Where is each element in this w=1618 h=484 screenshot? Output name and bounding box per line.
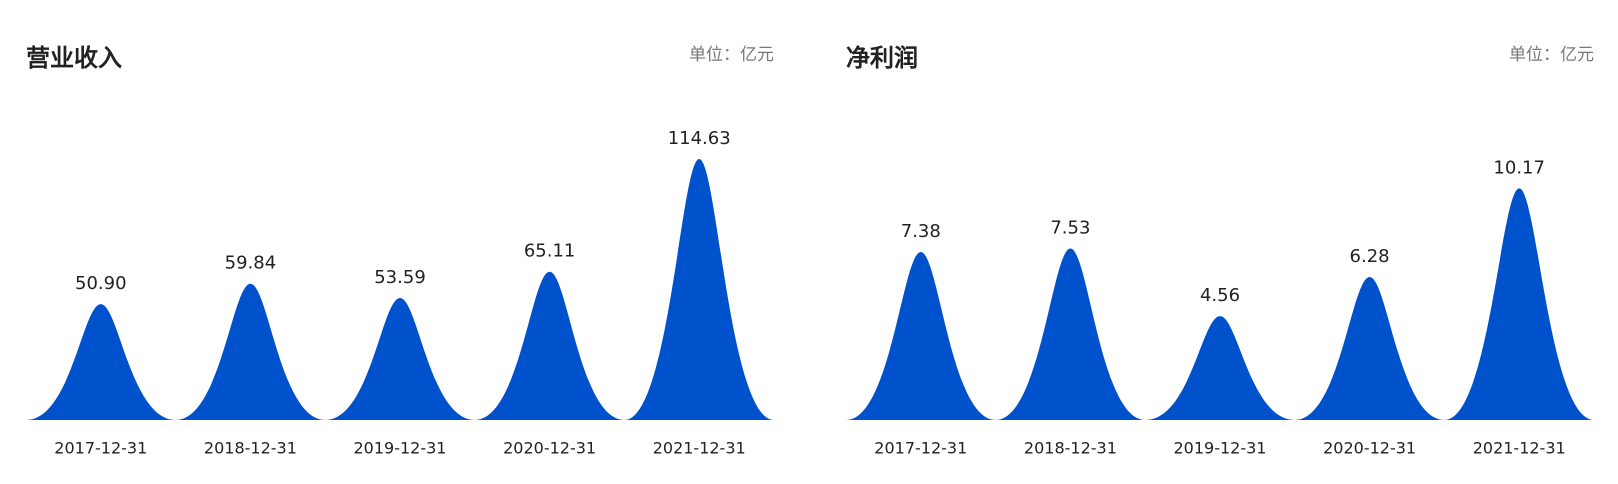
spike-bar bbox=[1294, 277, 1445, 420]
value-label: 10.17 bbox=[1493, 157, 1545, 178]
value-label: 114.63 bbox=[668, 128, 731, 149]
x-tick-label: 2018-12-31 bbox=[204, 439, 297, 458]
spike-bar bbox=[1145, 316, 1295, 420]
value-label: 7.53 bbox=[1050, 218, 1090, 239]
value-label: 7.38 bbox=[901, 221, 941, 242]
value-label: 53.59 bbox=[374, 267, 426, 288]
x-tick-label: 2019-12-31 bbox=[1174, 439, 1267, 458]
x-tick-label: 2020-12-31 bbox=[1323, 439, 1416, 458]
unit-label: 单位：亿元 bbox=[1509, 45, 1594, 65]
value-label: 65.11 bbox=[524, 241, 576, 262]
spike-bar bbox=[325, 297, 475, 420]
spike-bar bbox=[846, 251, 996, 420]
spike-bar bbox=[474, 271, 625, 420]
spike-bar bbox=[1444, 188, 1594, 420]
value-label: 59.84 bbox=[225, 253, 277, 274]
spike-bar bbox=[624, 158, 774, 420]
spike-bar bbox=[995, 248, 1146, 420]
value-label: 4.56 bbox=[1200, 285, 1240, 306]
x-tick-label: 2017-12-31 bbox=[874, 439, 967, 458]
x-tick-label: 2020-12-31 bbox=[503, 439, 596, 458]
chart-title: 营业收入 bbox=[26, 44, 122, 72]
value-label: 50.90 bbox=[75, 273, 127, 294]
chart-title: 净利润 bbox=[846, 44, 918, 72]
x-tick-label: 2017-12-31 bbox=[54, 439, 147, 458]
spike-bar bbox=[26, 304, 176, 420]
value-label: 6.28 bbox=[1350, 246, 1390, 267]
x-tick-label: 2018-12-31 bbox=[1024, 439, 1117, 458]
spike-bar bbox=[175, 283, 326, 420]
x-tick-label: 2021-12-31 bbox=[653, 439, 746, 458]
unit-label: 单位：亿元 bbox=[689, 45, 774, 65]
x-tick-label: 2021-12-31 bbox=[1473, 439, 1566, 458]
x-tick-label: 2019-12-31 bbox=[354, 439, 447, 458]
